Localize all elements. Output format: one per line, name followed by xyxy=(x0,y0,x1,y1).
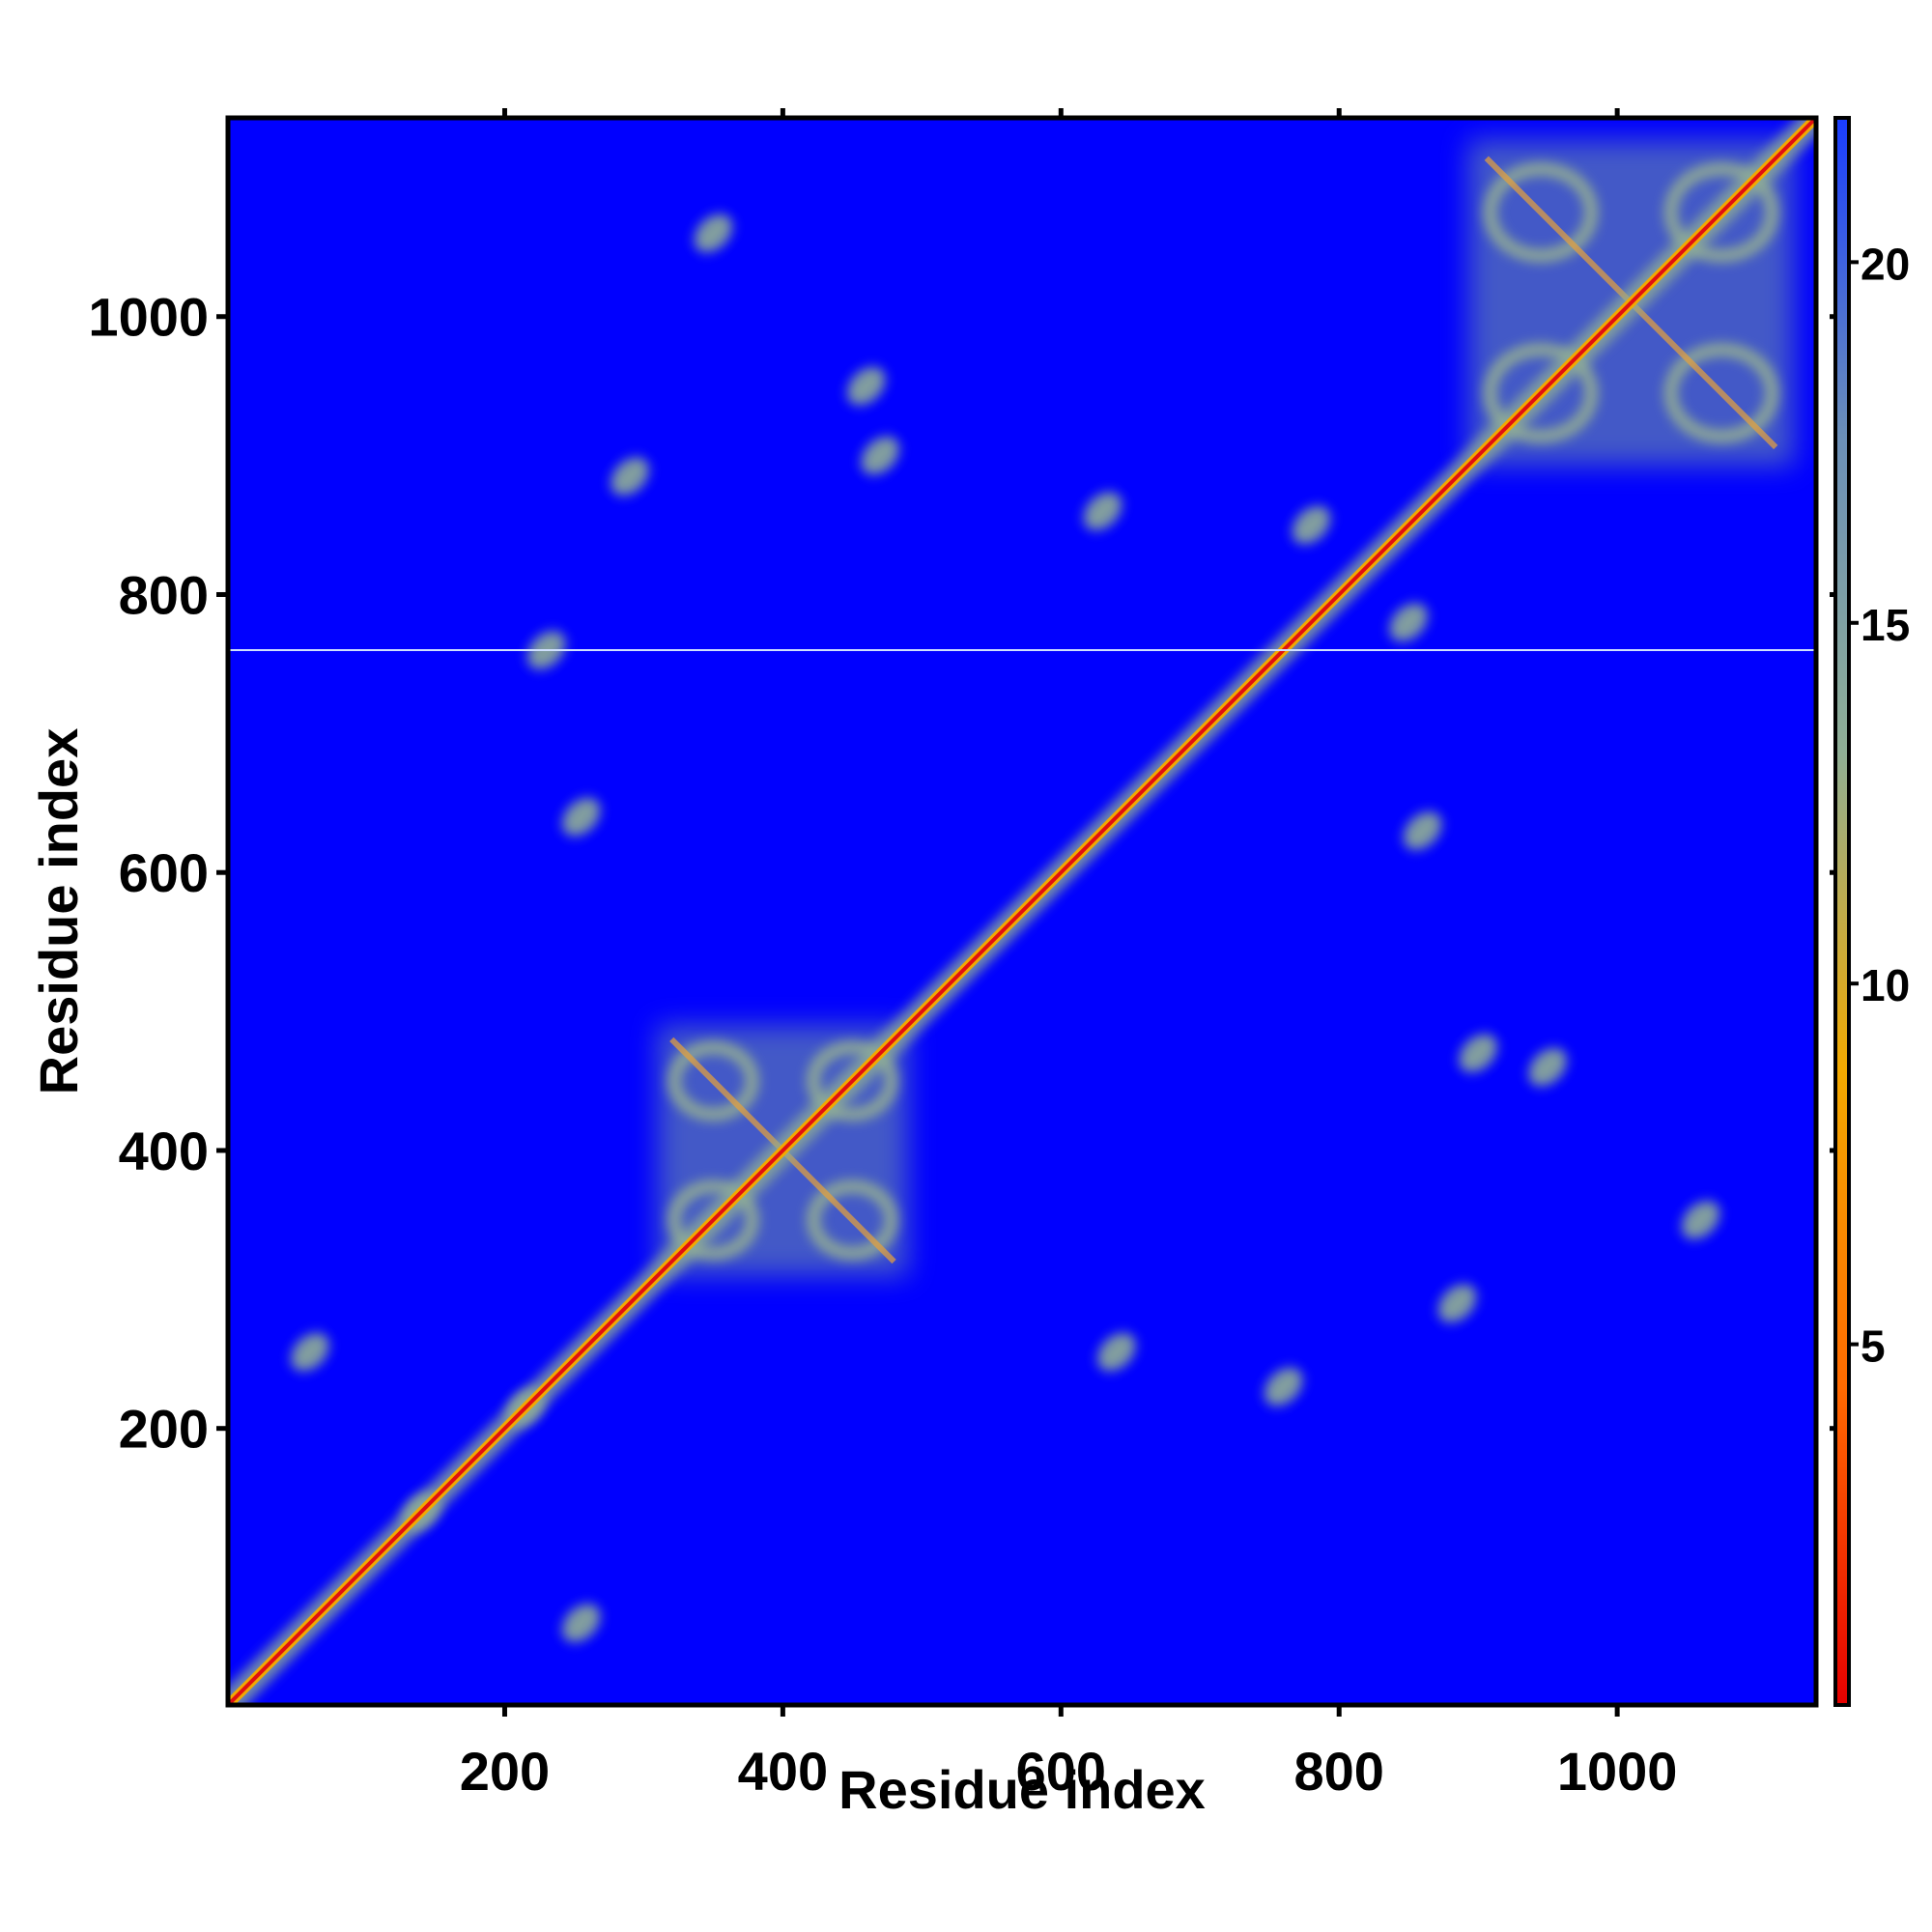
contact-cluster xyxy=(1389,603,1428,642)
colorbar-tick-label: 5 xyxy=(1861,1321,1886,1372)
colorbar: 5 10 15 20 xyxy=(1833,116,1910,1707)
contact-cluster xyxy=(1264,1367,1303,1406)
colorbar-tick-label: 20 xyxy=(1861,239,1910,289)
contact-cluster xyxy=(1681,1201,1720,1239)
contact-cluster xyxy=(1528,1047,1567,1087)
colorbar-tick-label: 10 xyxy=(1861,960,1910,1010)
x-tick-label: 200 xyxy=(460,1741,550,1802)
contact-cluster xyxy=(291,1332,329,1372)
y-tick-label: 800 xyxy=(119,564,209,625)
contact-cluster xyxy=(847,366,886,406)
plot-area xyxy=(228,118,1816,1705)
contact-cluster xyxy=(1097,1332,1136,1372)
y-axis-title: Residue index xyxy=(28,728,89,1095)
contact-cluster xyxy=(1083,492,1122,530)
plot-frame xyxy=(225,115,1819,1708)
x-tick-label: 400 xyxy=(738,1741,828,1802)
top-axis-ticks xyxy=(501,108,1620,118)
x-tick-label: 800 xyxy=(1294,1741,1384,1802)
y-tick-label: 400 xyxy=(119,1121,209,1181)
contact-cluster xyxy=(561,797,601,837)
contact-cluster xyxy=(1459,1034,1497,1073)
y-tick-label: 600 xyxy=(119,842,209,903)
colorbar-tick-label: 15 xyxy=(1861,600,1910,650)
contact-cluster xyxy=(611,457,649,496)
contact-cluster xyxy=(1403,811,1442,850)
contact-cluster xyxy=(1292,505,1331,545)
x-tick-label: 1000 xyxy=(1557,1741,1678,1802)
colorbar-bar xyxy=(1833,116,1851,1707)
contact-cluster xyxy=(694,213,733,253)
contact-cluster xyxy=(1437,1284,1477,1322)
y-tick-label: 1000 xyxy=(88,287,209,348)
diagonal-core xyxy=(228,118,1816,1705)
x-axis: 200 400 600 800 1000 xyxy=(460,1705,1678,1802)
contact-cluster xyxy=(861,436,899,475)
y-tick-label: 200 xyxy=(119,1399,209,1460)
x-axis-title: Residue index xyxy=(838,1759,1206,1820)
contact-cluster xyxy=(561,1604,601,1642)
x-tick-label: 600 xyxy=(1016,1741,1106,1802)
y-axis: 200 400 600 800 1000 xyxy=(88,287,228,1460)
